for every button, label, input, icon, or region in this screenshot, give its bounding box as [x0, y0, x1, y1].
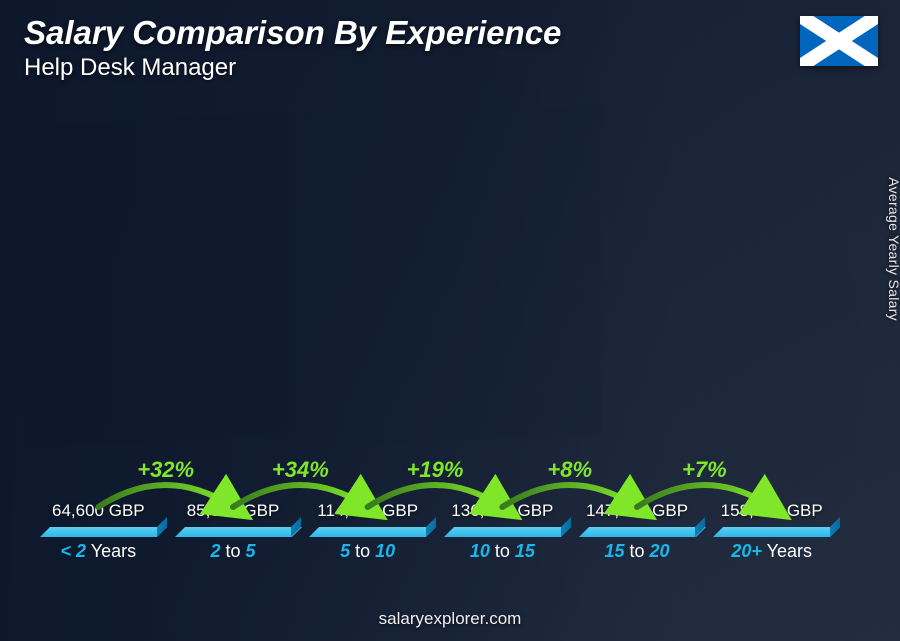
categories-row: < 2 Years 2 to 5 5 to 10 10 to 15 15 to 20 20… — [40, 541, 830, 571]
infographic-stage: Salary Comparison By Experience Help Des… — [0, 0, 900, 641]
category-label: 2 to 5 — [175, 541, 292, 571]
footer-attribution: salaryexplorer.com — [0, 609, 900, 629]
scotland-flag-icon — [800, 16, 878, 66]
bar-value-label: 114,000 GBP — [317, 501, 418, 521]
bar-value-label: 136,000 GBP — [451, 501, 553, 521]
page-subtitle: Help Desk Manager — [24, 54, 780, 82]
bar-value-label: 158,000 GBP — [721, 501, 823, 521]
bars-container: 64,600 GBP 85,500 GBP 114,000 GBP 136,000 G… — [40, 110, 830, 537]
header: Salary Comparison By Experience Help Des… — [24, 14, 780, 82]
category-label: 15 to 20 — [579, 541, 696, 571]
category-label: 10 to 15 — [444, 541, 561, 571]
page-title: Salary Comparison By Experience — [24, 14, 780, 52]
bar-value-label: 147,000 GBP — [586, 501, 688, 521]
bar-value-label: 64,600 GBP — [52, 501, 145, 521]
y-axis-label: Average Yearly Salary — [886, 177, 900, 321]
salary-bar-chart: 64,600 GBP 85,500 GBP 114,000 GBP 136,000 G… — [40, 110, 830, 571]
bar-value-label: 85,500 GBP — [187, 501, 280, 521]
category-label: 5 to 10 — [309, 541, 426, 571]
category-label: 20+ Years — [713, 541, 830, 571]
category-label: < 2 Years — [40, 541, 157, 571]
